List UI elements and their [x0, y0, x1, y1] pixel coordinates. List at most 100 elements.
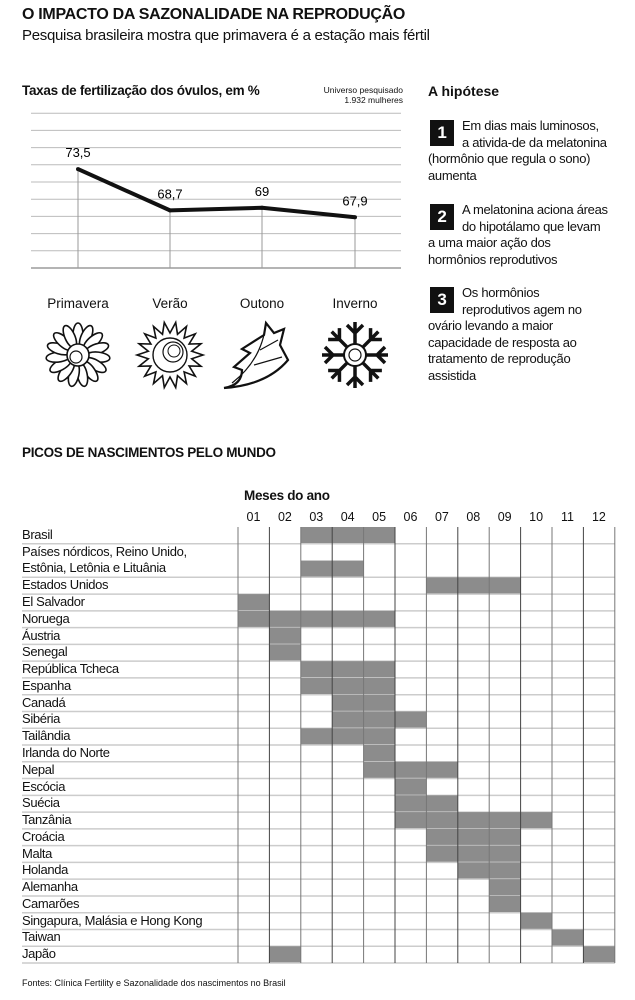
- page-title: O IMPACTO DA SAZONALIDADE NA REPRODUÇÃO: [22, 6, 405, 23]
- sun-icon: [134, 320, 206, 390]
- peak-cell: [332, 610, 364, 628]
- month-label: 01: [246, 510, 261, 524]
- sample-note-line: 1.932 mulheres: [344, 95, 403, 105]
- peak-cell: [363, 694, 395, 712]
- peak-cell: [300, 677, 333, 695]
- month-label: 08: [466, 510, 481, 524]
- peak-cell: [332, 527, 364, 544]
- peak-cell: [238, 594, 270, 611]
- data-label: 69: [255, 184, 269, 199]
- peak-cell: [426, 795, 458, 813]
- peak-cell: [395, 778, 427, 796]
- country-label: Croácia: [22, 828, 65, 844]
- month-label: 09: [497, 510, 512, 524]
- peak-cell: [300, 610, 333, 628]
- country-label: Japão: [22, 946, 56, 962]
- peak-cell: [489, 895, 521, 913]
- peak-cell: [363, 610, 395, 628]
- step-text: Os hormônios reprodutivos agem no ovário…: [428, 285, 582, 383]
- country-label: Singapura, Malásia e Hong Kong: [22, 912, 203, 928]
- sample-note: Universo pesquisado 1.932 mulheres: [290, 85, 403, 105]
- step-number: 2: [430, 204, 454, 230]
- month-label: 07: [434, 510, 449, 524]
- peak-cell: [332, 677, 364, 695]
- peak-cell: [300, 560, 333, 578]
- peak-cell: [300, 661, 333, 678]
- peak-cell: [363, 711, 395, 729]
- month-label: 10: [529, 510, 544, 524]
- peak-cell: [395, 795, 427, 813]
- data-label: 68,7: [157, 186, 182, 201]
- peak-cell: [332, 728, 364, 746]
- sample-note-line: Universo pesquisado: [323, 85, 403, 95]
- peak-cell: [269, 644, 301, 662]
- peak-cell: [520, 812, 552, 829]
- peak-cell: [426, 828, 458, 846]
- peak-cell: [363, 761, 395, 779]
- peak-cell: [332, 560, 364, 578]
- peak-cell: [457, 577, 490, 595]
- peak-cell: [489, 577, 521, 595]
- data-point: [260, 205, 264, 210]
- peak-cell: [332, 694, 364, 712]
- peak-cell: [300, 527, 333, 544]
- hypothesis-step: 1 Em dias mais luminosos, a ativida-de da…: [428, 118, 608, 184]
- peak-cell: [363, 728, 395, 746]
- season-label: Verão: [152, 296, 188, 311]
- snowflake-icon: [322, 322, 388, 388]
- month-label: 03: [309, 510, 324, 524]
- peak-cell: [395, 711, 427, 729]
- step-number: 1: [430, 120, 454, 146]
- season-label: Outono: [239, 296, 285, 311]
- peak-cell: [457, 828, 490, 846]
- peak-cell: [457, 862, 490, 880]
- country-label: Brasil: [22, 527, 53, 542]
- hypothesis-step: 3 Os hormônios reprodutivos agem no ovári…: [428, 285, 608, 384]
- month-label: 06: [403, 510, 418, 524]
- step-text: A melatonina aciona áreas do hipotálamo …: [428, 202, 608, 267]
- peak-cell: [457, 845, 490, 863]
- country-label: El Salvador: [22, 594, 85, 610]
- country-label: Malta: [22, 845, 53, 861]
- peak-cell: [489, 812, 521, 829]
- step-text: Em dias mais luminosos, a ativida-de da …: [428, 118, 607, 183]
- season-label: Primavera: [47, 296, 109, 311]
- month-label: 04: [340, 510, 355, 524]
- data-point: [76, 167, 80, 172]
- peak-cell: [520, 912, 552, 930]
- country-label: Escócia: [22, 778, 66, 794]
- country-label: Áustria: [22, 627, 61, 643]
- season-label: Inverno: [332, 296, 378, 311]
- peak-cell: [489, 879, 521, 896]
- peak-cell: [363, 745, 395, 762]
- peak-cell: [238, 610, 270, 628]
- peak-cell: [300, 728, 333, 746]
- country-label: Estados Unidos: [22, 577, 109, 593]
- data-point: [353, 215, 357, 220]
- peak-cell: [269, 946, 301, 964]
- line-chart: 73,5 68,7 69 67,9: [31, 112, 401, 390]
- peak-cell: [269, 610, 301, 628]
- data-point: [168, 208, 172, 213]
- country-label: Noruega: [22, 610, 70, 626]
- country-label: República Tcheca: [22, 661, 119, 677]
- country-label: Holanda: [22, 862, 68, 878]
- months-title: Meses do ano: [244, 488, 330, 503]
- country-label: Tanzânia: [22, 812, 72, 828]
- country-label: Canadá: [22, 694, 66, 710]
- peak-cell: [489, 862, 521, 880]
- country-label: Países nórdicos, Reino Unido, Estônia, L…: [22, 543, 187, 576]
- hypothesis-title: A hipótese: [428, 83, 500, 99]
- peak-cell: [395, 812, 427, 829]
- country-label: Sibéria: [22, 711, 61, 727]
- peak-cell: [363, 661, 395, 678]
- country-label: Tailândia: [22, 728, 71, 744]
- peak-cell: [489, 845, 521, 863]
- series-line: [77, 167, 356, 220]
- peak-cell: [395, 761, 427, 779]
- month-label: 11: [561, 510, 574, 524]
- month-label: 12: [591, 510, 606, 524]
- peak-cell: [332, 711, 364, 729]
